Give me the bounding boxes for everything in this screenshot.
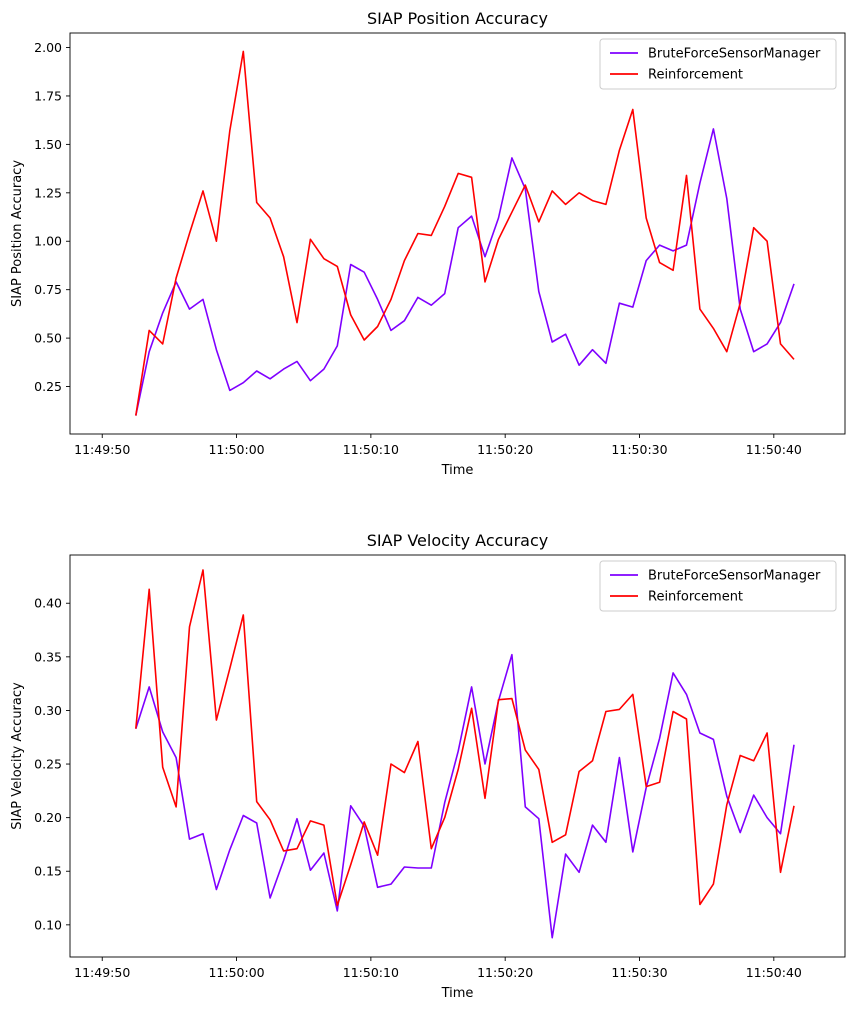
y-tick-label: 0.40 xyxy=(34,596,62,611)
legend-box xyxy=(599,38,837,90)
x-tick-label: 11:50:40 xyxy=(746,442,802,457)
y-tick-label: 0.25 xyxy=(34,757,62,772)
position-accuracy-chart: SIAP Position Accuracy 11:49:50 11:50:00 11… xyxy=(10,9,846,478)
x-tick-label: 11:50:10 xyxy=(343,442,399,457)
x-tick-label: 11:50:10 xyxy=(343,965,399,980)
y-axis-label: SIAP Position Accuracy xyxy=(10,160,25,307)
y-tick-label: 0.25 xyxy=(34,379,62,394)
y-tick-label: 0.15 xyxy=(34,864,62,879)
x-tick-label: 11:50:30 xyxy=(611,442,667,457)
y-tick-label: 1.75 xyxy=(34,88,62,103)
y-tick-label: 1.00 xyxy=(34,234,62,249)
x-tick-label: 11:50:40 xyxy=(746,965,802,980)
y-tick-label: 0.20 xyxy=(34,810,62,825)
x-tick-label: 11:50:00 xyxy=(208,442,264,457)
series-line-bruteforce xyxy=(135,128,795,416)
x-tick-label: 11:50:00 xyxy=(208,965,264,980)
plot-frame xyxy=(69,32,846,435)
series-line-bruteforce xyxy=(135,653,795,939)
x-axis-label: Time xyxy=(441,463,474,478)
y-tick-label: 1.25 xyxy=(34,185,62,200)
y-tick-label: 0.50 xyxy=(34,331,62,346)
x-tick-label: 11:50:30 xyxy=(611,965,667,980)
x-tick-label: 11:49:50 xyxy=(74,965,130,980)
y-tick-label: 2.00 xyxy=(34,40,62,55)
legend-label: BruteForceSensorManager xyxy=(648,569,821,584)
x-axis-label: Time xyxy=(441,986,474,1001)
y-tick-label: 0.10 xyxy=(34,917,62,932)
y-tick-label: 0.30 xyxy=(34,703,62,718)
legend-label: Reinforcement xyxy=(648,590,743,605)
x-tick-label: 11:49:50 xyxy=(74,442,130,457)
legend-box xyxy=(599,560,837,612)
legend: BruteForceSensorManager Reinforcement xyxy=(599,38,837,90)
x-tick-label: 11:50:20 xyxy=(477,442,533,457)
series-line-reinforcement xyxy=(135,50,795,416)
legend-label: Reinforcement xyxy=(648,68,743,83)
y-tick-label: 0.35 xyxy=(34,649,62,664)
chart-title: SIAP Position Accuracy xyxy=(367,9,548,28)
y-tick-label: 0.75 xyxy=(34,282,62,297)
series-line-reinforcement xyxy=(135,569,795,907)
x-tick-label: 11:50:20 xyxy=(477,965,533,980)
legend-label: BruteForceSensorManager xyxy=(648,47,821,62)
chart-title: SIAP Velocity Accuracy xyxy=(367,531,548,550)
velocity-accuracy-chart: SIAP Velocity Accuracy 11:49:50 11:50:00 11… xyxy=(10,531,846,1001)
legend: BruteForceSensorManager Reinforcement xyxy=(599,560,837,612)
y-axis-label: SIAP Velocity Accuracy xyxy=(10,682,25,830)
plot-frame xyxy=(69,554,846,958)
y-tick-label: 1.50 xyxy=(34,137,62,152)
